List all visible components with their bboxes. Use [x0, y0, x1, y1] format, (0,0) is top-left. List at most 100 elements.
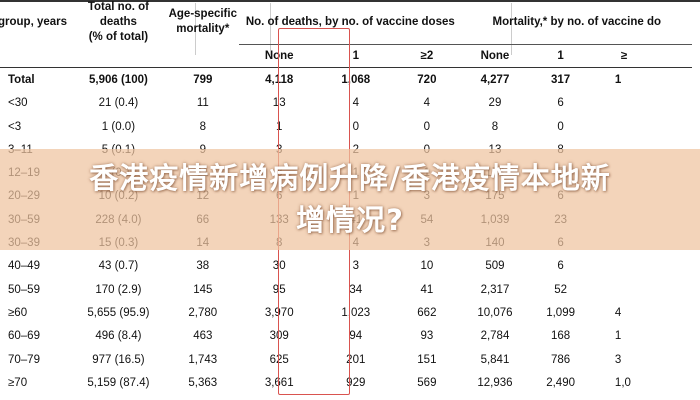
age-cell: ≥60 [8, 306, 28, 319]
deaths-none-cell: 95 [272, 283, 286, 296]
deaths-1-cell: 3 [352, 260, 359, 273]
deaths-by-doses-header: No. of deaths, by no. of vaccine doses [239, 0, 462, 46]
age-mortality-cell: 8 [199, 120, 206, 133]
table-row: ≥60 5,655 (95.9) 2,780 3,970 1,023 662 10,076 1… [0, 301, 692, 324]
mort-1-header: 1 [528, 44, 593, 69]
mortality-none-cell: 10,076 [477, 306, 513, 319]
deaths-1-cell: 94 [349, 330, 363, 343]
total-deaths-cell: 5,906 (100) [89, 73, 148, 86]
table-row: Total 5,906 (100) 799 4,118 1,068 720 4,277 317… [0, 68, 692, 92]
overlay-title-line-2: 增情况? [296, 203, 404, 237]
age-mortality-cell: 799 [193, 73, 213, 86]
header-spacer [0, 44, 71, 69]
header-spacer [70, 44, 167, 69]
age-cell: 40–49 [8, 260, 40, 273]
deaths-none-cell: 625 [269, 353, 289, 366]
overlay-title-line-1: 香港疫情新增病例升降/香港疫情本地新 [89, 161, 611, 195]
mort-none-header: None [461, 44, 529, 69]
age-cell: <3 [8, 120, 22, 133]
deaths-2plus-cell: 41 [420, 283, 434, 296]
deaths-none-cell: 3,661 [264, 376, 294, 389]
deaths-2plus-cell: 93 [420, 330, 434, 343]
age-cell: Total [8, 73, 35, 86]
deaths-1-cell: 929 [346, 376, 366, 389]
deaths-2plus-cell: 720 [417, 73, 437, 86]
column-separator [195, 3, 196, 55]
deaths-none-cell: 1 [276, 120, 283, 133]
deaths-2plus-cell: 4 [423, 97, 431, 110]
mortality-2plus-cell: 1 [614, 73, 622, 86]
deaths-1-cell: 201 [346, 353, 366, 366]
deaths-2plus-cell: 151 [417, 353, 437, 366]
mortality-1-cell: 6 [557, 97, 564, 110]
dose-2plus-header: ≥2 [392, 44, 462, 69]
mortality-by-doses-header: Mortality,* by no. of vaccine do [461, 0, 692, 46]
mortality-2plus-cell: 4 [614, 306, 622, 319]
mortality-2plus-cell: 3 [614, 353, 622, 366]
age-cell: ≥70 [8, 376, 28, 389]
deaths-1-cell: 4 [352, 97, 359, 110]
age-mortality-cell: 5,363 [188, 376, 218, 389]
deaths-1-cell: 1,023 [341, 306, 371, 319]
deaths-2plus-cell: 0 [423, 120, 431, 133]
total-deaths-cell: 5,159 (87.4) [87, 376, 150, 389]
total-deaths-cell: 977 (16.5) [92, 353, 145, 366]
age-mortality-cell: 38 [196, 260, 210, 273]
mortality-1-cell: 6 [557, 260, 564, 273]
mortality-none-cell: 4,277 [480, 73, 510, 86]
total-deaths-cell: 5,655 (95.9) [87, 306, 150, 319]
mortality-none-cell: 29 [488, 97, 502, 110]
deaths-none-cell: 4,118 [265, 73, 294, 86]
dose-none-header: None [239, 44, 320, 69]
table-row: <30 21 (0.4) 11 13 4 4 29 6 [0, 92, 692, 115]
age-cell: <30 [8, 97, 28, 110]
table-row: 40–49 43 (0.7) 38 30 3 10 509 6 [0, 255, 692, 278]
mortality-none-cell: 8 [491, 120, 499, 133]
total-deaths-cell: 4,182 (70.8) [70, 394, 166, 400]
deaths-none-cell: 309 [269, 330, 289, 343]
dose-1-header: 1 [319, 44, 393, 69]
total-deaths-cell: 170 (2.9) [95, 283, 142, 296]
mortality-1-cell: 317 [551, 73, 571, 86]
deaths-1-cell: 728 [319, 394, 392, 400]
age-cell: ≥80 [0, 394, 70, 400]
deaths-2plus-cell: 662 [417, 306, 437, 319]
table-row: <3 1 (0.0) 8 1 0 0 8 0 [0, 115, 692, 138]
mortality-1-cell: 2,490 [546, 376, 575, 389]
deaths-1-cell: 1,068 [341, 73, 371, 86]
age-mortality-cell: 2,780 [188, 306, 218, 319]
total-deaths-cell: 496 (8.4) [95, 330, 142, 343]
mortality-1-cell: 1,099 [546, 306, 575, 319]
table-row: 60–69 496 (8.4) 463 309 94 93 2,784 168 1 [0, 325, 692, 348]
title-banner [0, 149, 700, 250]
deaths-1-cell: 34 [349, 283, 363, 296]
mort-2-header: ≥ [592, 44, 692, 69]
total-deaths-cell: 21 (0.4) [98, 97, 139, 110]
mortality-2plus-cell [593, 278, 692, 301]
age-mortality-cell: 145 [193, 283, 213, 296]
table-row: 70–79 977 (16.5) 1,743 625 201 151 5,841 786 3 [0, 348, 692, 371]
mortality-1-cell: 0 [557, 120, 564, 133]
mortality-2plus-cell [593, 255, 692, 278]
mortality-none-cell: 2,317 [480, 283, 510, 296]
deaths-1-cell: 0 [352, 120, 359, 133]
age-mortality-cell: 1,743 [188, 353, 218, 366]
mortality-none-cell: 5,841 [480, 353, 510, 366]
deaths-none-cell: 3,970 [264, 306, 294, 319]
table-row: ≥70 5,159 (87.4) 5,363 3,661 929 569 12,936 2,4… [0, 371, 692, 394]
deaths-2plus-cell: 10 [420, 260, 434, 273]
deaths-none-cell: 30 [272, 260, 286, 273]
table-row: ≥804,182 (70.8)10,4083,03672841817,2506,… [0, 394, 692, 400]
mortality-1-cell: 52 [554, 283, 568, 296]
mortality-none-cell: 12,936 [477, 376, 513, 389]
age-mortality-cell: 11 [196, 97, 209, 110]
age-mortality-header: Age-specific mortality* [168, 8, 237, 36]
total-deaths-cell: 1 (0.0) [101, 120, 136, 133]
age-cell: 60–69 [8, 330, 40, 343]
mortality-1-cell: 168 [551, 330, 571, 343]
overlay-title: 香港疫情新增病例升降/香港疫情本地新 增情况? [0, 157, 700, 241]
deaths-2plus-cell: 418 [392, 394, 461, 400]
mortality-2plus-cell [593, 92, 692, 115]
